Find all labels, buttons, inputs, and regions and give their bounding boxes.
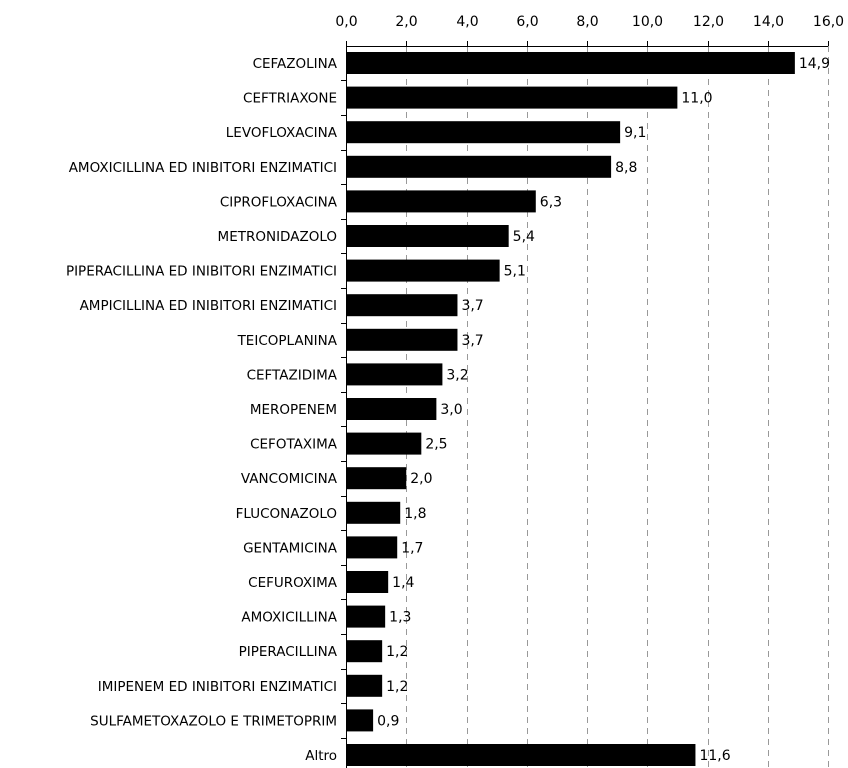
x-tick-label: 8,0 [576,14,598,30]
x-tick-labels: 0,0 2,0 4,0 6,0 8,0 10,0 12,0 14,0 16,0 [335,14,844,30]
bar [346,467,407,490]
category-label: IMIPENEM ED INIBITORI ENZIMATICI [98,679,337,695]
bar [346,398,437,420]
bar [346,674,383,697]
category-label: TEICOPLANINA [237,333,338,349]
category-label: CEFUROXIMA [248,575,338,591]
category-label: Altro [305,748,337,764]
value-label: 9,1 [624,125,646,141]
category-label: AMOXICILLINA [241,610,337,626]
category-label: PIPERACILLINA ED INIBITORI ENZIMATICI [66,264,337,280]
bar [346,225,509,247]
bar [346,536,398,559]
category-label: CEFTAZIDIMA [247,367,338,383]
bars [346,52,795,766]
category-label: SULFAMETOXAZOLO E TRIMETOPRIM [90,713,337,729]
value-label: 11,0 [681,91,712,107]
category-label: GENTAMICINA [243,540,338,556]
value-label: 14,9 [799,56,830,72]
value-label: 1,7 [401,540,423,556]
bar [346,259,500,282]
bar [346,155,612,178]
x-tick-label: 0,0 [335,14,357,30]
x-tick-label: 6,0 [516,14,538,30]
bar [346,121,621,144]
bar [346,52,795,74]
bar [346,328,458,351]
value-label: 5,4 [513,229,535,245]
category-label: LEVOFLOXACINA [226,125,338,141]
bar [346,501,401,524]
x-tick-label: 10,0 [632,14,663,30]
bar [346,571,389,593]
category-label: FLUCONAZOLO [236,506,337,522]
value-label: 1,3 [389,610,411,626]
grid-lines [406,46,829,768]
value-label: 3,0 [440,402,462,418]
bar [346,640,383,663]
category-label: CEFAZOLINA [253,56,338,72]
value-label: 1,4 [392,575,414,591]
bar [346,86,678,109]
category-label: CIPROFLOXACINA [220,194,338,210]
x-tick-label: 4,0 [456,14,478,30]
bar [346,363,443,386]
category-label: AMOXICILLINA ED INIBITORI ENZIMATICI [69,160,337,176]
category-labels: CEFAZOLINA CEFTRIAXONE LEVOFLOXACINA AMOXIC… [66,56,338,764]
category-label: CEFOTAXIMA [250,437,338,453]
value-label: 3,7 [461,333,483,349]
category-label: METRONIDAZOLO [218,229,337,245]
category-label: MEROPENEM [250,402,337,418]
value-label: 8,8 [615,160,637,176]
value-label: 6,3 [540,194,562,210]
value-label: 3,7 [461,298,483,314]
category-label: PIPERACILLINA [239,644,338,660]
bar [346,605,386,628]
x-tick-label: 12,0 [693,14,724,30]
value-label: 2,0 [410,471,432,487]
value-label: 11,6 [699,748,730,764]
bar [346,190,536,213]
category-label: AMPICILLINA ED INIBITORI ENZIMATICI [80,298,337,314]
value-label: 2,5 [425,437,447,453]
bar [346,432,422,455]
value-label: 0,9 [377,713,399,729]
bar [346,294,458,317]
value-label: 5,1 [504,264,526,280]
value-label: 1,8 [404,506,426,522]
value-labels: 14,9 11,0 9,1 8,8 6,3 5,4 5,1 3,7 3,7 3,2 3,0 2,5 2,… [377,56,830,764]
value-label: 1,2 [386,644,408,660]
x-tick-label: 2,0 [395,14,417,30]
category-label: VANCOMICINA [241,471,338,487]
bar [346,744,696,766]
value-label: 3,2 [446,367,468,383]
value-label: 1,2 [386,679,408,695]
bar [346,709,374,732]
axes [341,41,829,768]
category-label: CEFTRIAXONE [243,91,337,107]
x-tick-label: 16,0 [813,14,844,30]
x-tick-label: 14,0 [753,14,784,30]
